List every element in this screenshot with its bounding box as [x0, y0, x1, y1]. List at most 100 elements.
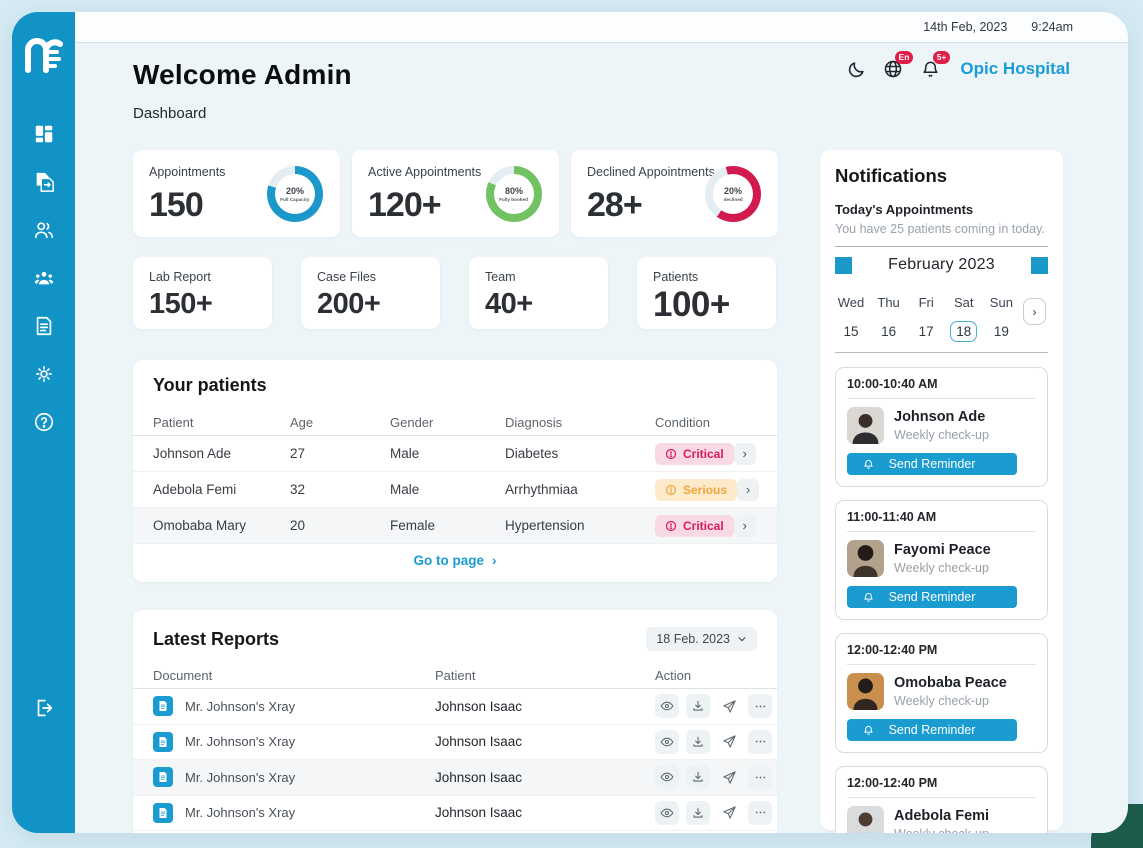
more-options-icon[interactable]: [748, 729, 772, 754]
topbar-date: 14th Feb, 2023: [923, 20, 1008, 34]
mini-card-case-files: Case Files 200+: [301, 257, 440, 329]
donut-chart-declined: 20% declined: [705, 166, 761, 222]
download-icon[interactable]: [686, 765, 710, 790]
latest-reports-card: Latest Reports 18 Feb. 2023 Document Pati…: [133, 610, 777, 833]
appointment-card: 11:00-11:40 AM Fayomi Peace Weekly check-…: [835, 500, 1048, 620]
patient-row-chevron-icon[interactable]: ›: [733, 514, 756, 537]
calendar-days-row: Wed 15 Thu 16 Fri 17 Sat 18 Sun 19 ›: [835, 294, 1048, 342]
send-reminder-button[interactable]: Send Reminder: [847, 453, 1017, 475]
go-to-page-link[interactable]: Go to page ›: [413, 553, 497, 568]
calendar-day[interactable]: Thu 16: [877, 295, 900, 339]
mini-cards-row: Lab Report 150+ Case Files 200+ Team 40+…: [133, 257, 776, 329]
send-icon[interactable]: [717, 801, 741, 825]
stat-value: 28+: [587, 186, 643, 224]
more-options-icon[interactable]: [748, 800, 772, 825]
calendar-day[interactable]: Sun 19: [989, 295, 1013, 339]
language-globe-icon[interactable]: En: [882, 51, 914, 80]
todays-appointments-description: You have 25 patients coming in today.: [835, 222, 1045, 236]
language-badge: En: [894, 51, 914, 64]
more-options-icon[interactable]: [748, 765, 772, 790]
donut-chart-active: 80% Fully booked: [486, 166, 542, 222]
report-row: Mr. Johnson's Xray Johnson Isaac: [133, 689, 777, 725]
dark-mode-icon[interactable]: [845, 58, 867, 80]
topbar: 14th Feb, 2023 9:24am: [75, 12, 1128, 43]
condition-badge: Critical: [655, 442, 734, 465]
view-icon[interactable]: [655, 800, 679, 825]
stat-card-declined-appointments: Declined Appointments 28+ 20% declined: [571, 150, 778, 237]
notifications-bell-icon[interactable]: 5+: [919, 51, 951, 80]
sidebar-item-documents-icon[interactable]: [32, 314, 55, 337]
avatar: [847, 540, 884, 577]
calendar-forward-icon[interactable]: ›: [1022, 298, 1046, 325]
donut-chart-appointments: 20% Full Capacity: [267, 166, 323, 222]
patients-table-header: Patient Age Gender Diagnosis Condition: [133, 410, 777, 436]
stat-label: Active Appointments: [368, 165, 482, 179]
send-icon[interactable]: [717, 694, 741, 718]
download-icon[interactable]: [686, 800, 710, 825]
stat-label: Appointments: [149, 165, 226, 179]
stat-card-active-appointments: Active Appointments 120+ 80% Fully booked: [352, 150, 559, 237]
send-icon[interactable]: [717, 765, 741, 789]
mini-card-team: Team 40+: [469, 257, 608, 329]
sidebar-item-team-icon[interactable]: [32, 266, 55, 289]
chevron-down-icon: [738, 637, 746, 642]
appointments-list: 10:00-10:40 AM Johnson Ade Weekly check-u…: [835, 367, 1048, 833]
avatar: [847, 673, 884, 710]
your-patients-card: Your patients Patient Age Gender Diagnosis C…: [133, 360, 777, 582]
sidebar-item-dashboard-icon[interactable]: [32, 122, 55, 145]
stat-label: Declined Appointments: [587, 165, 715, 179]
sidebar-item-patients-icon[interactable]: [32, 218, 55, 241]
patient-row: Adebola Femi 32 Male Arrhythmiaa Serious ›: [133, 472, 777, 508]
calendar-prev-button[interactable]: [835, 256, 852, 274]
calendar-next-button[interactable]: [1030, 256, 1048, 274]
document-icon: [153, 767, 173, 788]
hospital-name: Opic Hospital: [960, 59, 1070, 78]
patient-row-chevron-icon[interactable]: ›: [737, 478, 760, 501]
calendar-day[interactable]: Fri 17: [918, 295, 934, 339]
sidebar-item-transfers-icon[interactable]: [32, 170, 55, 193]
reports-title: Latest Reports: [153, 628, 280, 649]
mini-card-lab-report: Lab Report 150+: [133, 257, 272, 329]
condition-badge: Serious: [655, 478, 738, 501]
stat-cards-row: Appointments 150 20% Full Capacity Active…: [133, 150, 778, 237]
condition-badge: Critical: [655, 514, 734, 537]
document-icon: [153, 802, 173, 823]
appointment-card: 10:00-10:40 AM Johnson Ade Weekly check-u…: [835, 367, 1048, 487]
calendar-day[interactable]: Wed 15: [837, 295, 865, 339]
page-title: Welcome Admin: [133, 59, 352, 90]
reports-date-filter[interactable]: 18 Feb. 2023: [646, 627, 757, 651]
bell-icon: [864, 592, 873, 602]
patient-row: Johnson Ade 27 Male Diabetes Critical ›: [133, 436, 777, 472]
app-window: 14th Feb, 2023 9:24am Welcome Admin Dash…: [12, 12, 1128, 833]
sidebar: [12, 12, 75, 833]
view-icon[interactable]: [655, 765, 679, 790]
stat-value: 150: [149, 186, 204, 224]
download-icon[interactable]: [686, 729, 710, 754]
app-logo-icon: [12, 34, 75, 74]
more-options-icon[interactable]: [748, 694, 772, 719]
report-row: Mr. Johnson's Xray Johnson Isaac: [133, 725, 777, 760]
stat-value: 120+: [368, 186, 442, 224]
send-reminder-button[interactable]: Send Reminder: [847, 586, 1017, 608]
notifications-title: Notifications: [835, 165, 948, 186]
report-row: Mr. Johnson's Xray Johnson Isaac: [133, 760, 777, 796]
logout-icon[interactable]: [12, 697, 75, 719]
document-icon: [153, 696, 173, 717]
download-icon[interactable]: [686, 694, 710, 719]
patient-row-chevron-icon[interactable]: ›: [733, 442, 756, 465]
report-row: Mr. Johnson's Xray Johnson Isaac: [133, 796, 777, 831]
sidebar-item-help-icon[interactable]: [32, 410, 55, 433]
breadcrumb: Dashboard: [133, 105, 207, 122]
document-icon: [153, 731, 173, 752]
topbar-time: 9:24am: [1031, 20, 1073, 34]
calendar-day-selected[interactable]: Sat 18: [948, 294, 980, 342]
send-reminder-button[interactable]: Send Reminder: [847, 719, 1017, 741]
send-icon[interactable]: [717, 730, 741, 754]
stat-card-appointments: Appointments 150 20% Full Capacity: [133, 150, 340, 237]
mini-card-patients: Patients 100+: [637, 257, 776, 329]
view-icon[interactable]: [655, 694, 679, 719]
view-icon[interactable]: [655, 729, 679, 754]
patient-row: Omobaba Mary 20 Female Hypertension Critica…: [133, 508, 777, 544]
sidebar-item-settings-icon[interactable]: [32, 362, 55, 385]
appointment-card: 12:00-12:40 PM Adebola FemiWeekly check-…: [835, 766, 1048, 833]
